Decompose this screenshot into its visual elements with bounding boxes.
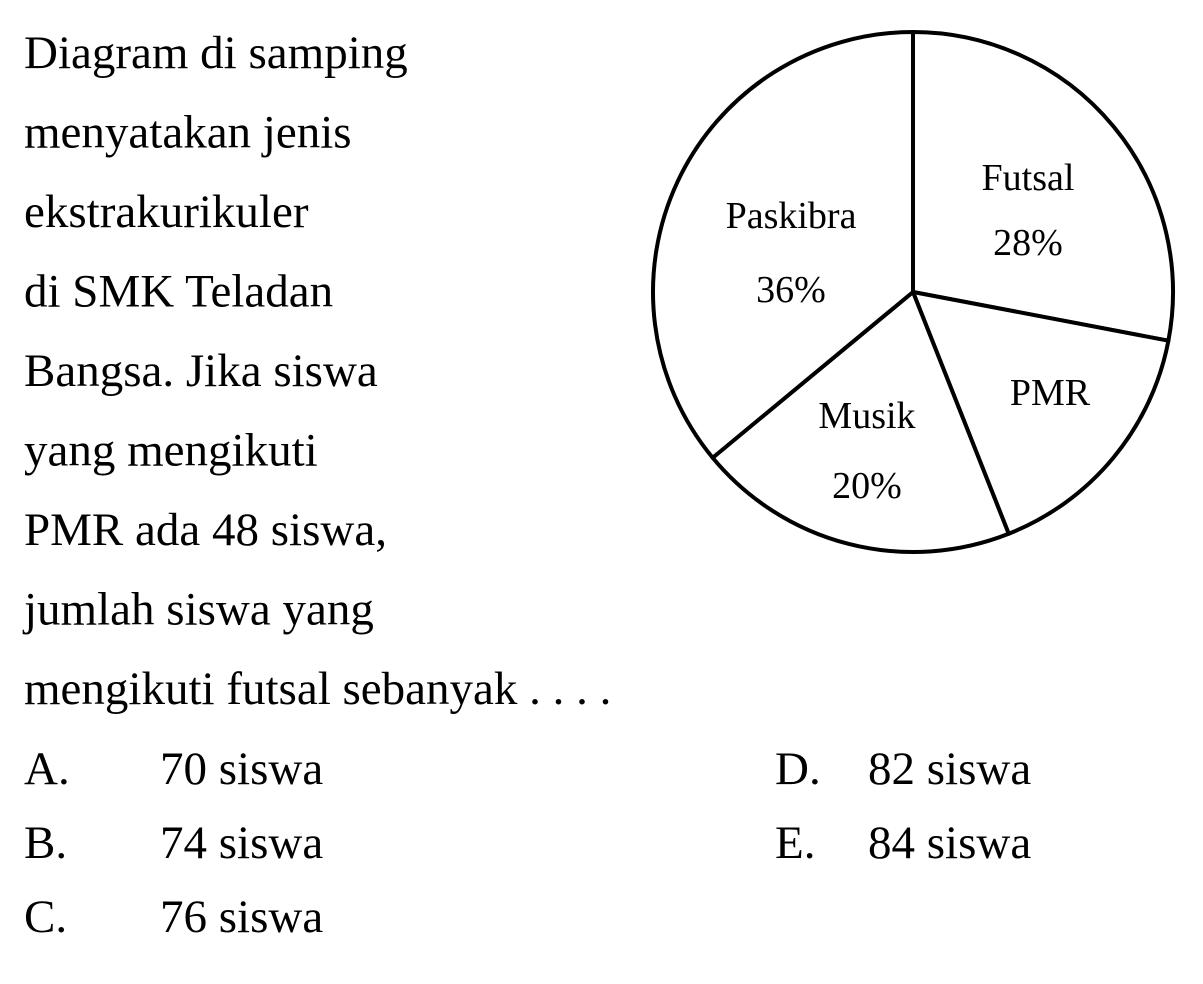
question-line: Bangsa. Jika siswa: [24, 345, 378, 397]
option-text: 74 siswa: [160, 817, 323, 869]
option-text: 70 siswa: [160, 743, 323, 795]
pie-slice: [911, 30, 1175, 343]
slice-value-label: 28%: [993, 222, 1063, 264]
question-line: mengikuti futsal sebanyak . . . .: [24, 663, 611, 715]
pie-slice: [911, 290, 1171, 536]
option-letter: E.: [775, 817, 815, 869]
option-text: 76 siswa: [160, 891, 323, 943]
option-letter: B.: [24, 817, 67, 869]
option-text: 84 siswa: [868, 817, 1031, 869]
question-line: di SMK Teladan: [24, 266, 333, 318]
slice-label: Paskibra: [726, 195, 857, 237]
pie-slice: [651, 30, 915, 460]
question-line: Diagram di samping: [24, 27, 408, 79]
question-line: ekstrakurikuler: [24, 186, 309, 238]
slice-label: Musik: [818, 395, 915, 437]
question-line: PMR ada 48 siswa,: [24, 504, 387, 556]
option-letter: D.: [775, 743, 821, 795]
slice-value-label: 20%: [832, 465, 902, 507]
option-letter: C.: [24, 891, 67, 943]
slice-label: PMR: [1010, 372, 1091, 414]
slice-label: Futsal: [982, 157, 1075, 199]
option-text: 82 siswa: [868, 743, 1031, 795]
slice-value-label: 36%: [756, 269, 826, 311]
question-line: yang mengikuti: [24, 425, 318, 477]
option-letter: A.: [24, 743, 70, 795]
pie-slice: [710, 290, 1011, 554]
question-line: jumlah siswa yang: [22, 584, 374, 636]
question-line: menyatakan jenis: [24, 107, 352, 159]
